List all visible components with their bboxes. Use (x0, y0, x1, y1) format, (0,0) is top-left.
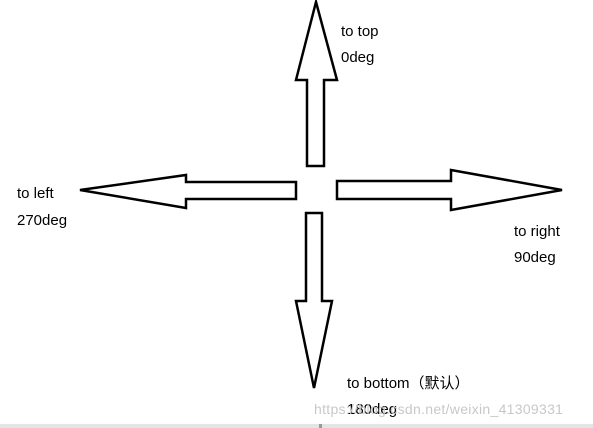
bottom-edge (0, 424, 593, 428)
label-to-left: to left (17, 185, 54, 202)
label-0deg: 0deg (341, 49, 375, 66)
label-180deg: 180deg (347, 401, 398, 418)
arrow-down-icon (294, 211, 334, 389)
label-to-bottom: to bottom（默认） (347, 375, 470, 392)
label-to-top: to top (341, 23, 379, 40)
arrow-right-icon (335, 168, 563, 212)
arrow-up-icon (294, 0, 339, 168)
arrow-left-icon (79, 173, 298, 210)
label-270deg: 270deg (17, 212, 68, 229)
edge-marker (319, 424, 322, 428)
label-to-right: to right (514, 223, 560, 240)
watermark: https://blog.csdn.net/weixin_41309331 (314, 401, 564, 417)
label-90deg: 90deg (514, 249, 556, 266)
